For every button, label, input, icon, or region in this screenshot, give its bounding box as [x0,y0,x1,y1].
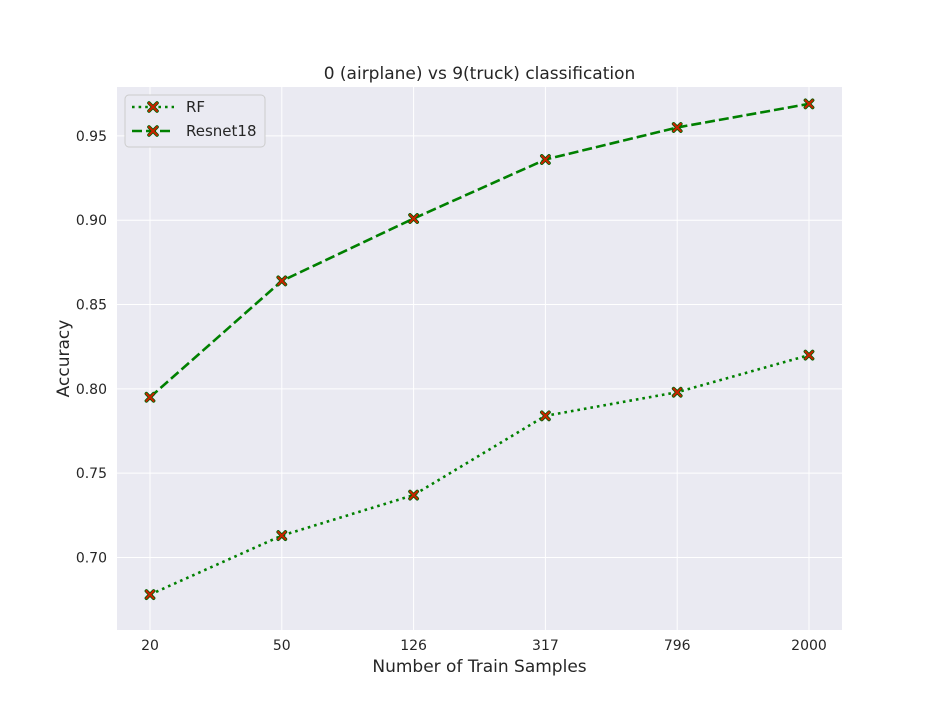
legend: RF Resnet18 [124,94,266,148]
data-point-marker [145,392,155,402]
data-point-rf [803,349,815,361]
data-point-marker [804,350,814,360]
data-point-marker [672,387,682,397]
legend-rf-label: RF [186,98,205,116]
x-tick-label: 20 [141,638,159,654]
x-tick-label: 126 [400,638,427,654]
data-point-marker [540,154,551,165]
x-tick-label: 796 [664,638,691,654]
data-point-rf [408,489,420,501]
data-point-marker [672,122,682,133]
series-line-resnet18 [149,102,810,399]
x-tick-label: 50 [273,638,291,654]
x-tick-label: 317 [532,638,559,654]
plot-background [117,87,842,630]
data-point-marker [409,490,419,500]
legend-resnet18-label: Resnet18 [186,122,257,140]
tick-labels: 20 50 126 317 796 2000 0.70 0.75 0.80 0.85 0.90 0.9… [76,129,827,654]
y-tick-label: 0.95 [76,129,107,145]
data-point-resnet18 [671,122,683,133]
data-point-rf [144,589,156,600]
data-point-resnet18 [803,98,815,110]
legend-resnet18-marker [147,125,159,137]
y-tick-label: 0.85 [76,298,107,314]
x-tick-label: 2000 [791,638,827,654]
data-point-resnet18 [144,391,156,403]
series-line-rf [149,353,810,596]
data-point-marker [409,213,419,224]
chart-title: 0 (airplane) vs 9(truck) classification [324,64,636,84]
data-point-marker [277,276,287,286]
data-point-marker [145,589,155,600]
data-point-marker [277,530,287,541]
y-tick-label: 0.80 [76,382,107,398]
series-layer [144,98,815,600]
y-tick-label: 0.70 [76,550,107,566]
data-point-rf [671,386,683,398]
y-tick-label: 0.90 [76,213,107,229]
data-point-marker [540,411,551,421]
data-point-marker [804,99,814,109]
data-point-resnet18 [276,275,288,287]
x-axis-title: Number of Train Samples [372,657,586,677]
data-point-resnet18 [408,213,420,224]
data-point-resnet18 [540,154,551,165]
data-point-rf [540,410,551,422]
legend-rf-marker [147,101,159,113]
data-point-rf [276,530,288,541]
y-axis-title: Accuracy [54,320,74,398]
y-tick-label: 0.75 [76,466,107,482]
